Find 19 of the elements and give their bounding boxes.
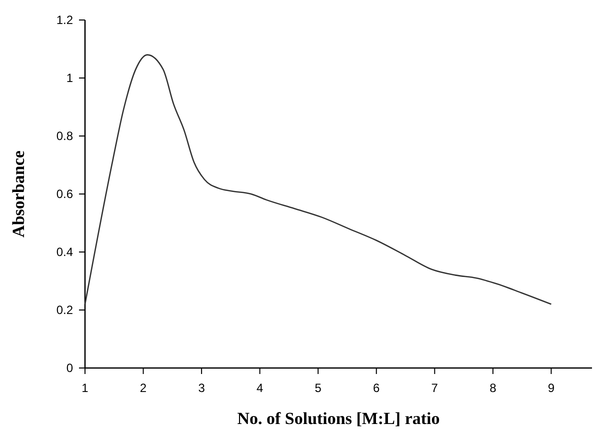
y-tick-label: 0.4 — [56, 245, 74, 259]
x-tick-label: 9 — [548, 381, 555, 395]
x-tick-label: 7 — [431, 381, 438, 395]
y-tick-label: 0.6 — [56, 187, 74, 201]
y-tick-label: 1 — [66, 71, 74, 85]
x-tick-label: 4 — [256, 381, 264, 395]
x-tick-label: 6 — [373, 381, 380, 395]
y-tick-label: 1.2 — [56, 13, 74, 27]
y-tick-label: 0.8 — [56, 129, 74, 143]
x-tick-label: 8 — [490, 381, 497, 395]
line-series — [84, 54, 552, 305]
x-tick-label: 3 — [198, 381, 206, 395]
x-tick-label: 5 — [314, 381, 322, 395]
x-tick-label: 1 — [82, 381, 89, 395]
x-tick-label: 2 — [140, 381, 147, 395]
y-tick-label: 0 — [66, 361, 74, 375]
y-axis-title: Absorbance — [9, 150, 28, 238]
x-axis-title: No. of Solutions [M:L] ratio — [237, 409, 440, 428]
y-tick-label: 0.2 — [56, 303, 74, 317]
